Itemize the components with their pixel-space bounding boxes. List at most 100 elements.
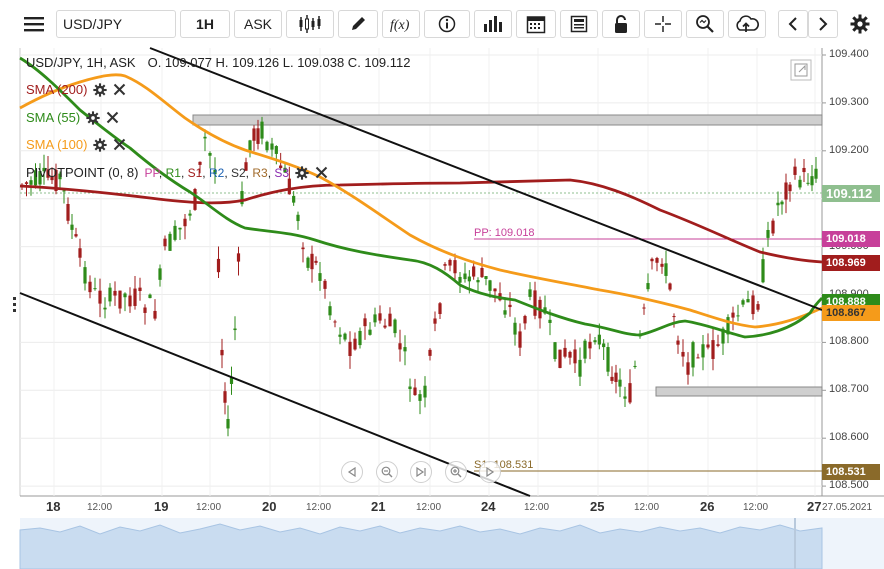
candle-body [806,182,810,184]
info-button[interactable] [424,10,470,38]
time-tick-label: 19 [154,499,169,514]
candle-body [314,260,318,263]
price-tick-label: 108.800 [829,335,869,348]
timeframe-label: 1H [196,16,214,32]
candle-body [274,146,278,154]
skip-end-icon [416,467,426,477]
sma-200-remove-close-icon[interactable] [113,83,126,96]
candle-body [686,362,690,375]
pivot-remove-close-icon[interactable] [315,166,328,179]
menu-button[interactable] [14,10,54,38]
candle-body [138,287,142,292]
candle-body [798,179,802,188]
candle-body [802,167,806,173]
candle-body [333,321,337,323]
candle-body [756,304,760,310]
candle-body [493,288,497,292]
time-tick-label: 12:00 [87,502,113,513]
draw-button[interactable] [338,10,378,38]
lower-trend-line[interactable] [19,292,531,497]
candlestick-icon [299,15,321,33]
sma-200-settings-gear-icon[interactable] [93,82,108,97]
price-tick-label: 109.400 [829,48,869,60]
sma-100-settings-gear-icon[interactable] [93,137,108,152]
candle-body [533,290,537,316]
nav-zoom-out-button[interactable] [376,461,398,483]
panel-drag-handle[interactable] [13,297,16,315]
candle-body [593,340,597,343]
price-type-label: ASK [243,16,272,32]
expand-icon[interactable] [790,59,812,81]
news-button[interactable] [560,10,598,38]
candle-body [123,293,127,298]
nav-prev-button[interactable] [341,461,363,483]
time-tick-label: 20 [262,499,277,514]
candle-body [721,328,725,344]
pivot-pp-chart-label: PP: 109.018 [474,227,535,239]
sma-100-remove-close-icon[interactable] [113,138,126,151]
end-date-label: 27.05.2021 [822,502,873,513]
price-type-selector[interactable]: ASK [234,10,282,38]
chevron-right-icon [819,17,828,31]
scroll-right-button[interactable] [808,10,838,38]
navigator-handle[interactable] [794,518,796,569]
symbol-selector[interactable]: USD/JPY [56,10,176,38]
lock-button[interactable] [602,10,640,38]
upper-trend-line[interactable] [149,47,823,311]
nav-next-button[interactable] [479,461,501,483]
candle-body [583,340,587,359]
candle-body [726,317,730,335]
zoom-button[interactable] [686,10,724,38]
time-tick-label: 12:00 [743,502,769,513]
price-tick-label: 109.300 [829,95,869,108]
candle-body [283,167,287,173]
candle-body [503,310,507,315]
candle-body [188,213,192,216]
candle-body [472,266,476,277]
candle-body [453,260,457,274]
info-icon [438,15,456,33]
timeframe-selector[interactable]: 1H [180,10,230,38]
crosshair-icon [655,16,671,32]
candle-body [113,290,117,296]
candle-body [731,312,735,318]
candle-body [363,318,367,327]
sma-100-line[interactable] [19,73,823,329]
candle-body [403,347,407,352]
indicators-button[interactable]: f(x) [382,10,420,38]
nav-zoom-in-button[interactable] [445,461,467,483]
candle-body [148,294,152,299]
resistance-zone[interactable] [192,114,823,126]
candle-body [348,341,352,356]
candle-body [248,140,252,152]
calendar-button[interactable] [516,10,556,38]
nav-reset-button[interactable] [410,461,432,483]
candle-body [508,304,512,308]
support-zone[interactable] [655,386,823,397]
price-tag-last: 109.112 [822,185,880,202]
settings-button[interactable] [846,10,874,38]
crosshair-button[interactable] [644,10,682,38]
volume-button[interactable] [474,10,512,38]
time-tick-label: 12:00 [306,502,332,513]
pencil-icon [352,17,365,30]
scroll-left-button[interactable] [778,10,808,38]
sma-55-line[interactable] [19,56,823,339]
candle-body [220,349,224,356]
candle-body [70,224,74,230]
candle-body [602,343,606,348]
sma-55-remove-close-icon[interactable] [106,111,119,124]
pivot-settings-gear-icon[interactable] [295,165,309,180]
pivot-r1-legend: R1 [165,165,181,180]
pivot-pp-legend: PP [144,165,159,180]
sma-200-line[interactable] [19,178,823,264]
candle-body [203,136,207,139]
upload-button[interactable] [728,10,766,38]
sma-55-settings-gear-icon[interactable] [86,110,100,125]
candle-body [296,214,300,222]
chart-type-button[interactable] [286,10,334,38]
candle-body [46,169,50,178]
candle-body [443,264,447,266]
candles-layer [20,116,818,437]
